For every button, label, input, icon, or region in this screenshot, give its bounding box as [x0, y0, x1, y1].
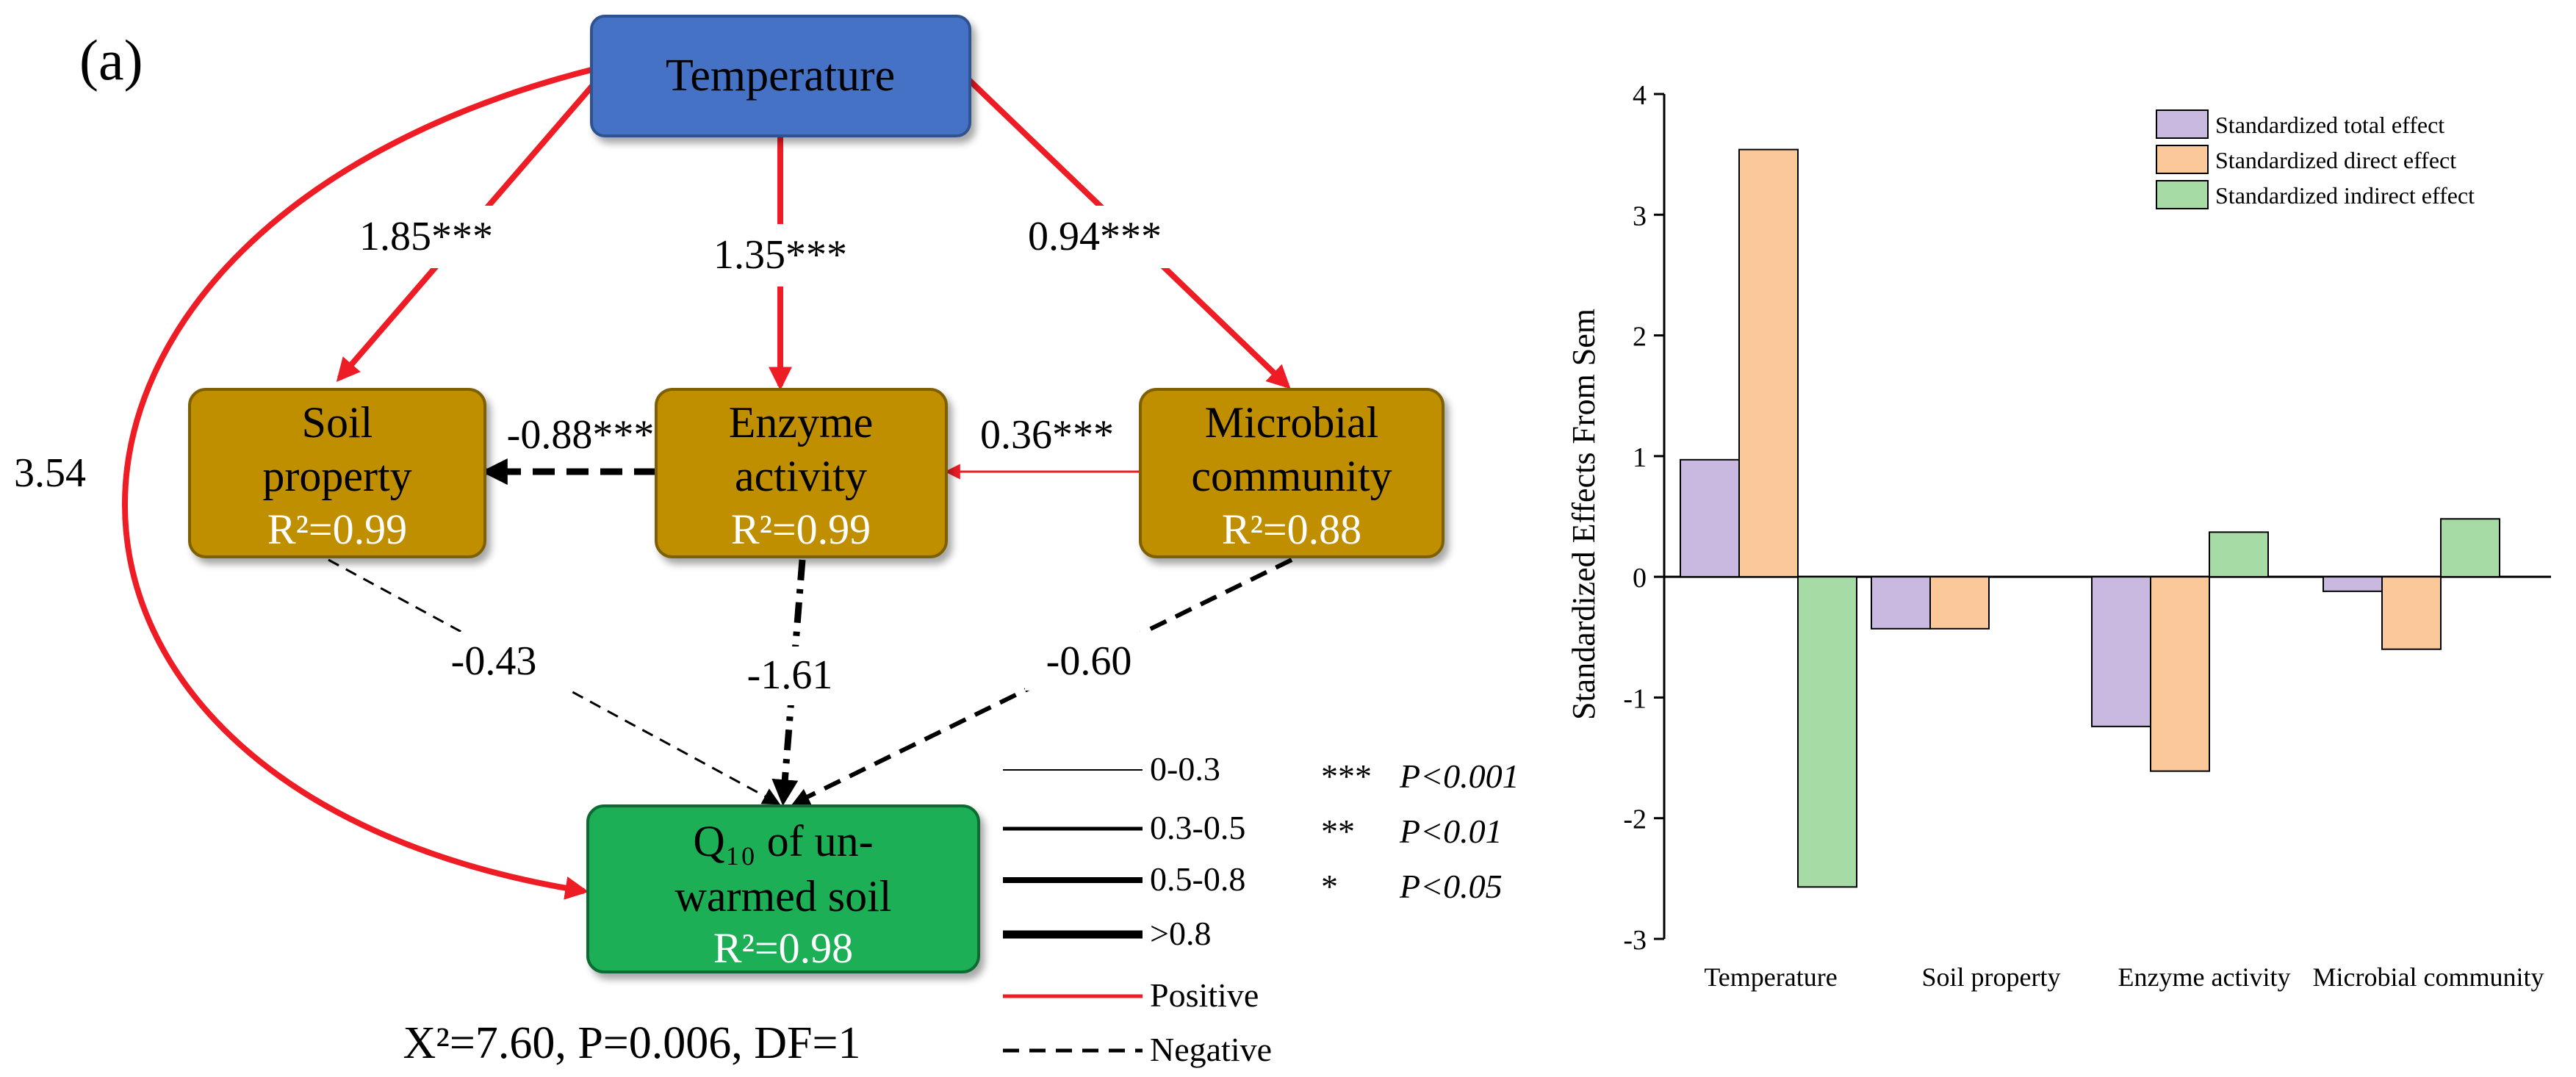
- bars: [1680, 148, 2500, 888]
- legend-swatch: [2156, 145, 2209, 174]
- bar: [2381, 576, 2442, 650]
- coef-microbial-enzyme: 0.36***: [980, 412, 1114, 458]
- path-microbial-q10: [791, 558, 1293, 805]
- node-enzyme-activity: Enzyme activity R²=0.99: [655, 388, 948, 558]
- node-microbial-community: Microbial community R²=0.88: [1139, 388, 1444, 558]
- x-tick-labels: Temperature Soil property Enzyme activity M…: [1704, 962, 2544, 992]
- x-tick-label: Microbial community: [2313, 962, 2544, 992]
- effects-bar-chart: 4 3 2 1 0 -1 -2 -3 Temperature Soil property Enzy…: [1566, 80, 2551, 992]
- bar: [1680, 458, 1740, 578]
- node-soil-property: Soil property R²=0.99: [188, 388, 486, 558]
- node-enzyme-r2: R²=0.99: [731, 505, 871, 553]
- legend-p-2: P<0.01: [1399, 813, 1503, 850]
- node-soil-line2: property: [262, 452, 411, 500]
- legend-negative: Negative: [1150, 1031, 1272, 1068]
- bar: [2209, 531, 2269, 578]
- x-tick-label: Enzyme activity: [2118, 962, 2291, 992]
- legend-label: Standardized direct effect: [2215, 147, 2456, 173]
- node-q10-line2: warmed soil: [675, 872, 892, 921]
- bar: [2091, 576, 2151, 727]
- legend-width-2: 0.3-0.5: [1150, 809, 1245, 846]
- node-enzyme-line1: Enzyme: [729, 398, 874, 447]
- y-tick-label: -1: [1623, 683, 1647, 714]
- bar: [1797, 576, 1857, 888]
- y-tick-label: 2: [1633, 322, 1647, 353]
- legend-stars-3: *: [1321, 868, 1338, 905]
- node-temperature: Temperature: [590, 15, 971, 137]
- coef-temp-microbial: 0.94***: [1028, 214, 1162, 259]
- node-q10-r2: R²=0.98: [713, 924, 853, 972]
- y-tick-label: 1: [1633, 442, 1647, 473]
- model-fit-stats: X²=7.60, P=0.006, DF=1: [403, 1018, 861, 1068]
- panel-label: (a): [79, 28, 143, 92]
- legend-p-3: P<0.05: [1399, 868, 1503, 905]
- path-enzyme-q10: [771, 559, 806, 807]
- path-soil-q10: [328, 558, 781, 805]
- y-ticks: 4 3 2 1 0 -1 -2 -3: [1623, 80, 1664, 956]
- node-enzyme-line2: activity: [735, 452, 867, 500]
- y-tick-label: -3: [1623, 925, 1647, 956]
- x-tick-label: Soil property: [1922, 962, 2061, 992]
- bar: [1871, 576, 1931, 630]
- x-tick-label: Temperature: [1704, 962, 1837, 992]
- legend-swatch: [2156, 109, 2209, 139]
- legend-stars-2: **: [1321, 813, 1355, 850]
- legend-p-1: P<0.001: [1399, 757, 1519, 795]
- legend-width-3: 0.5-0.8: [1150, 860, 1245, 898]
- node-microbial-r2: R²=0.88: [1222, 505, 1361, 553]
- bar: [2440, 518, 2500, 578]
- coef-temp-enzyme: 1.35***: [713, 232, 847, 278]
- chart-legend: Standardized total effect Standardized di…: [2156, 109, 2475, 209]
- bar: [2323, 576, 2383, 592]
- node-microbial-line1: Microbial: [1205, 398, 1379, 447]
- coef-enzyme-q10: -1.61: [747, 652, 833, 698]
- bar: [1738, 148, 1799, 578]
- legend-swatch: [2156, 180, 2209, 209]
- path-labels: 1.85*** 1.35*** 0.94*** 3.54 -0.88*** 0.…: [0, 206, 1194, 705]
- node-soil-r2: R²=0.99: [267, 505, 407, 553]
- node-soil-line1: Soil: [302, 398, 373, 447]
- node-q10: Q₁₀ of un- warmed soil R²=0.98: [586, 804, 980, 973]
- legend-stars-1: ***: [1321, 757, 1372, 795]
- coef-temp-soil: 1.85***: [359, 214, 493, 259]
- path-temp-q10: [122, 67, 592, 900]
- legend-width-1: 0-0.3: [1150, 750, 1220, 788]
- coef-microbial-q10: -0.60: [1046, 638, 1132, 684]
- y-tick-label: 0: [1633, 563, 1647, 594]
- node-microbial-line2: community: [1191, 452, 1392, 500]
- y-tick-label: -2: [1623, 804, 1647, 835]
- legend-label: Standardized indirect effect: [2215, 182, 2475, 209]
- legend-label: Standardized total effect: [2215, 112, 2444, 138]
- y-tick-label: 4: [1633, 80, 1647, 111]
- legend-positive: Positive: [1150, 976, 1259, 1014]
- coef-temp-q10: 3.54: [14, 450, 86, 496]
- y-axis-label: Standardized Effects From Sem: [1566, 309, 1602, 720]
- bar: [1929, 576, 1990, 630]
- legend-width-4: >0.8: [1150, 915, 1211, 952]
- coef-enzyme-soil: -0.88***: [507, 412, 655, 458]
- node-temperature-label: Temperature: [666, 51, 895, 101]
- coef-soil-q10: -0.43: [451, 638, 537, 684]
- node-q10-line1: Q₁₀ of un-: [693, 817, 873, 865]
- bar: [2150, 576, 2210, 772]
- y-tick-label: 3: [1633, 201, 1647, 231]
- sem-legend: 0-0.3 0.3-0.5 0.5-0.8 >0.8 Positive Nega…: [1003, 750, 1519, 1068]
